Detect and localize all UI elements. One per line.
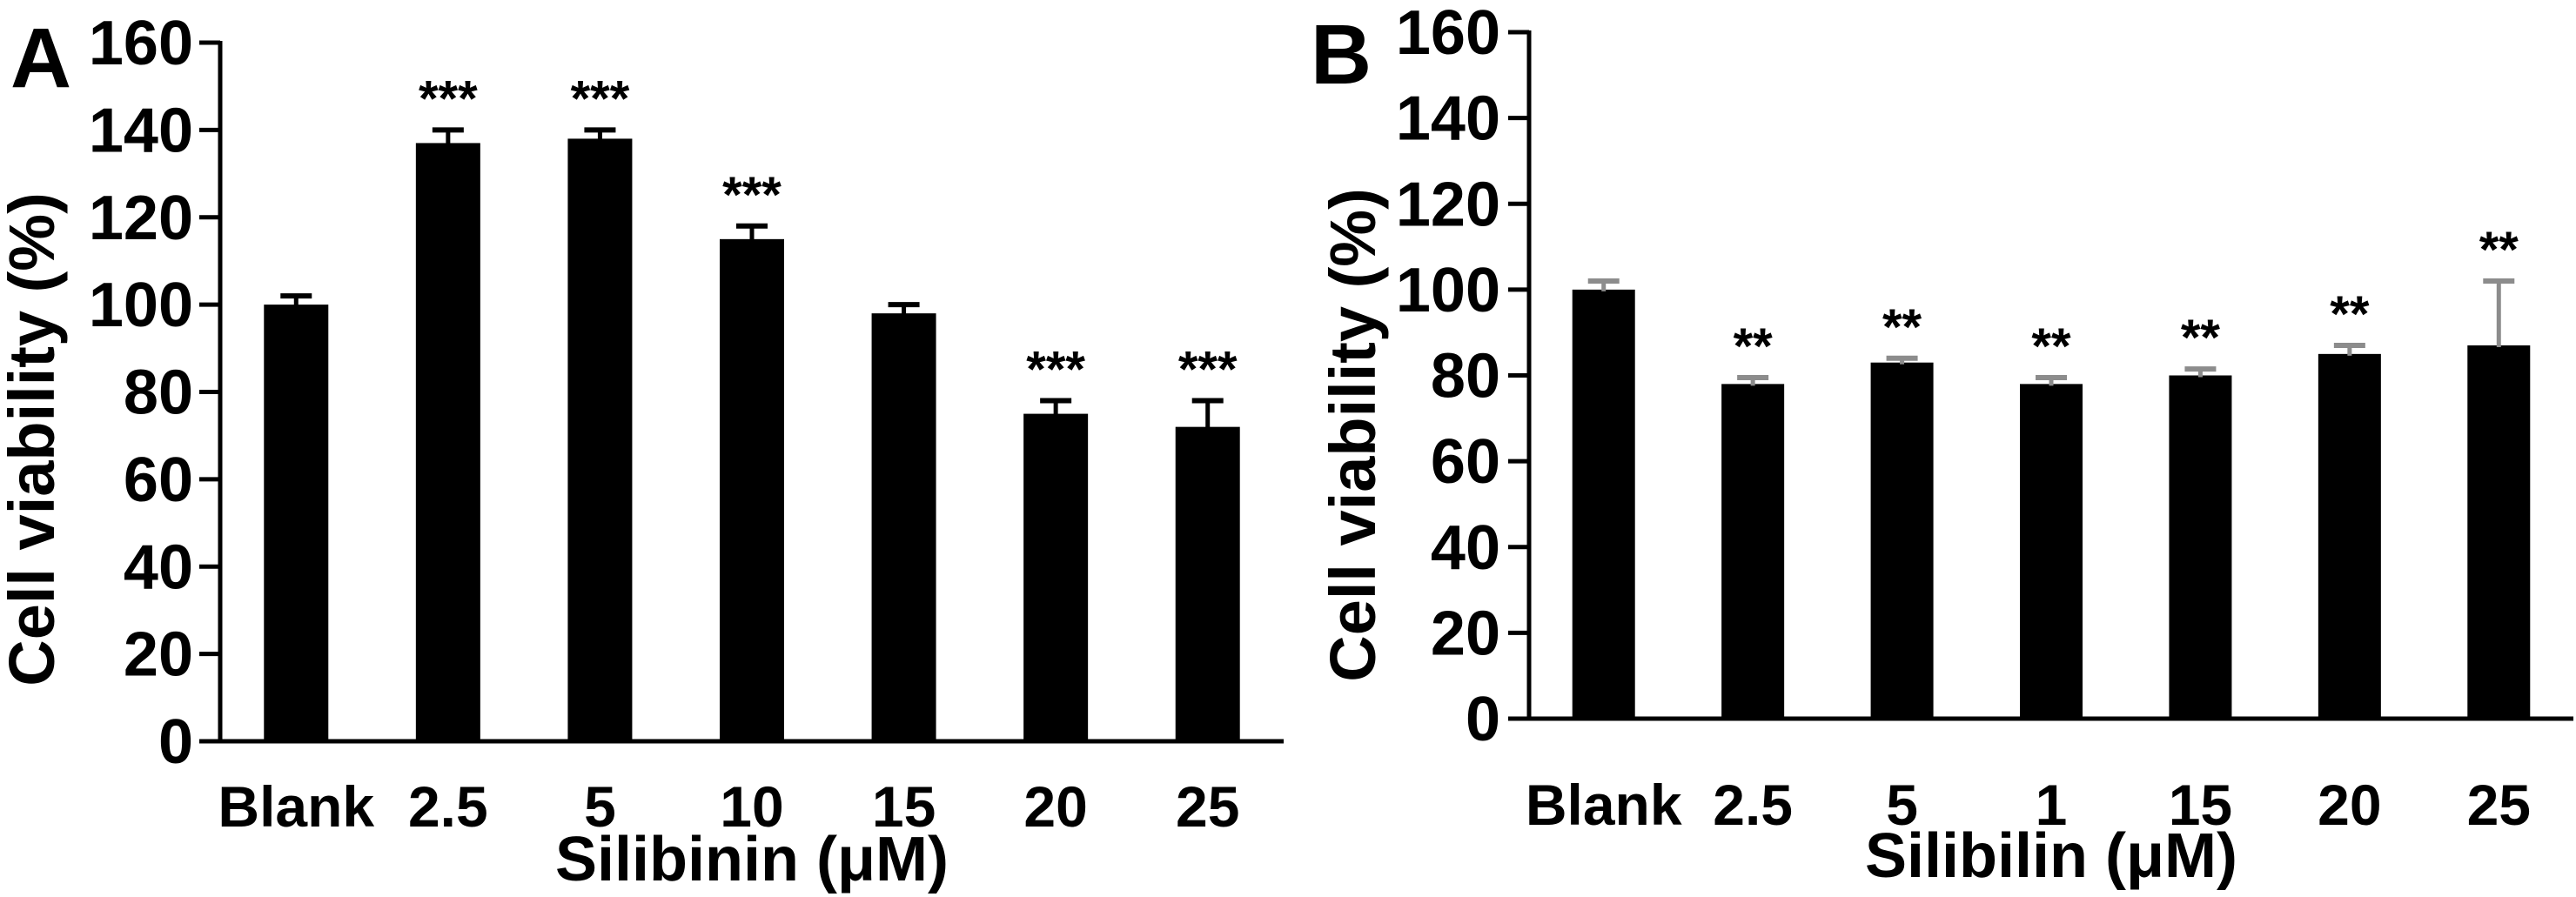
significance-label: ***: [419, 70, 478, 127]
y-tick-label: 140: [89, 96, 193, 165]
bar: [2318, 353, 2381, 719]
significance-label: **: [2181, 310, 2221, 366]
bar: [1572, 289, 1635, 719]
significance-label: ***: [1178, 342, 1238, 398]
y-tick-label: 0: [1466, 685, 1500, 754]
bar: [1175, 426, 1240, 741]
bar: [415, 143, 480, 741]
x-category-label: 10: [720, 774, 783, 839]
x-category-label: 2.5: [1713, 773, 1793, 837]
panel-letter: A: [10, 10, 71, 105]
y-axis-title: Cell viability (%): [0, 192, 68, 686]
x-category-label: 5: [584, 774, 616, 839]
y-tick-label: 0: [158, 707, 193, 777]
bar: [871, 313, 936, 741]
y-tick-label: 100: [1396, 256, 1500, 325]
y-tick-label: 60: [124, 445, 193, 515]
x-category-label: Blank: [1526, 773, 1682, 837]
significance-label: ***: [571, 70, 630, 127]
significance-label: **: [2031, 318, 2071, 375]
x-category-label: 1: [2036, 773, 2068, 837]
x-axis-title: Silibinin (μM): [555, 825, 949, 894]
y-tick-label: 120: [89, 184, 193, 253]
significance-label: ***: [1026, 342, 1085, 398]
bar: [720, 238, 784, 741]
x-category-label: Blank: [218, 774, 374, 839]
significance-label: **: [2479, 222, 2519, 278]
y-tick-label: 40: [1431, 513, 1500, 583]
panel-letter: B: [1311, 7, 1372, 102]
x-category-label: 5: [1886, 773, 1918, 837]
significance-label: **: [1882, 299, 1922, 356]
y-tick-label: 160: [89, 9, 193, 78]
bar: [2467, 345, 2531, 719]
y-tick-label: 20: [124, 620, 193, 690]
bar: [2020, 384, 2083, 719]
y-tick-label: 140: [1396, 84, 1500, 154]
y-tick-label: 80: [124, 358, 193, 428]
x-category-label: 2.5: [408, 774, 488, 839]
y-axis-title: Cell viability (%): [1317, 188, 1389, 681]
x-category-label: 15: [2169, 773, 2232, 837]
bar: [264, 305, 329, 741]
x-category-label: 20: [2318, 773, 2381, 837]
y-tick-label: 40: [124, 532, 193, 602]
significance-label: **: [1734, 318, 1774, 375]
y-tick-label: 100: [89, 271, 193, 340]
bar: [567, 138, 633, 742]
y-tick-label: 20: [1431, 599, 1500, 668]
panel-a-cell-viability-chart: A 0 20 40 60 80 100 120 140 160 Cell viability (%)…: [0, 9, 1284, 894]
y-tick-label: 160: [1396, 0, 1500, 68]
significance-label: ***: [722, 167, 782, 224]
y-tick-label: 120: [1396, 170, 1500, 239]
significance-label: **: [2330, 286, 2370, 343]
y-tick-label: 60: [1431, 427, 1500, 497]
panel-a: A 0 20 40 60 80 100 120 140 160 Cell viability (%)…: [0, 9, 1284, 894]
x-axis-title: Silibilin (μM): [1865, 821, 2237, 891]
bar: [2169, 375, 2232, 719]
x-category-label: 25: [2467, 773, 2531, 837]
x-category-label: 20: [1023, 774, 1087, 839]
x-category-label: 15: [872, 774, 936, 839]
panel-b: B 0 20 40 60 80 100 120 140 160 Cell viability (%)…: [1288, 0, 2576, 897]
bar: [1721, 384, 1785, 719]
x-category-label: 25: [1176, 774, 1239, 839]
bar: [1023, 413, 1089, 741]
bar: [1870, 362, 1934, 719]
y-tick-label: 80: [1431, 342, 1500, 412]
